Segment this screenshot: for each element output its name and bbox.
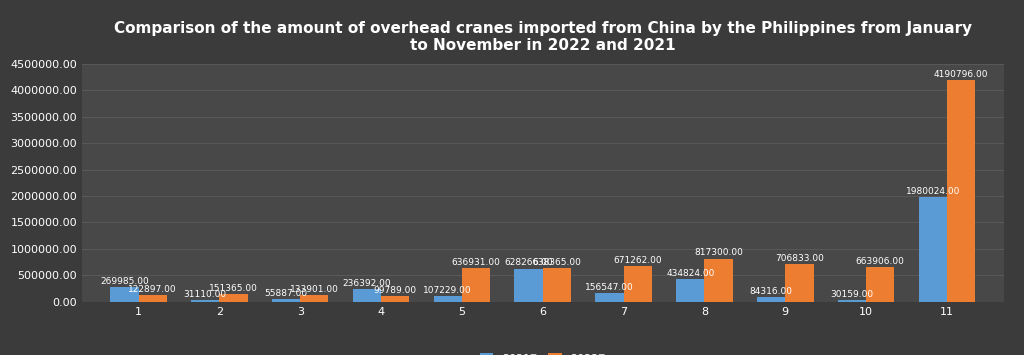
- Text: 671262.00: 671262.00: [613, 256, 663, 265]
- Bar: [543, 268, 571, 302]
- Bar: [219, 294, 248, 302]
- Bar: [272, 299, 300, 302]
- Text: 156547.00: 156547.00: [585, 283, 634, 293]
- Bar: [595, 294, 624, 302]
- Text: 107229.00: 107229.00: [423, 286, 472, 295]
- Text: 817300.00: 817300.00: [694, 248, 743, 257]
- Text: 30159.00: 30159.00: [830, 290, 873, 299]
- Text: 31110.00: 31110.00: [183, 290, 226, 299]
- Text: 151365.00: 151365.00: [209, 284, 258, 293]
- Bar: [381, 296, 410, 302]
- Bar: [866, 267, 894, 302]
- Text: 628266.00: 628266.00: [504, 258, 553, 267]
- Legend: 2021年, 2022年: 2021年, 2022年: [475, 348, 610, 355]
- Text: 236392.00: 236392.00: [343, 279, 391, 288]
- Text: 84316.00: 84316.00: [750, 287, 793, 296]
- Bar: [462, 268, 490, 302]
- Text: 1980024.00: 1980024.00: [905, 187, 959, 196]
- Text: 269985.00: 269985.00: [100, 277, 148, 286]
- Text: 638365.00: 638365.00: [532, 258, 582, 267]
- Bar: [838, 300, 866, 302]
- Text: 663906.00: 663906.00: [856, 257, 904, 266]
- Bar: [947, 80, 975, 302]
- Bar: [138, 295, 167, 302]
- Text: 99789.00: 99789.00: [374, 286, 417, 295]
- Bar: [111, 288, 138, 302]
- Bar: [919, 197, 947, 302]
- Text: 133901.00: 133901.00: [290, 285, 339, 294]
- Bar: [624, 266, 652, 302]
- Bar: [757, 297, 785, 302]
- Text: 706833.00: 706833.00: [775, 254, 824, 263]
- Bar: [300, 295, 329, 302]
- Text: 636931.00: 636931.00: [452, 258, 501, 267]
- Bar: [676, 279, 705, 302]
- Bar: [433, 296, 462, 302]
- Title: Comparison of the amount of overhead cranes imported from China by the Philippin: Comparison of the amount of overhead cra…: [114, 21, 972, 53]
- Text: 122897.00: 122897.00: [128, 285, 177, 294]
- Text: 55887.00: 55887.00: [264, 289, 307, 298]
- Bar: [785, 264, 813, 302]
- Bar: [705, 258, 733, 302]
- Bar: [191, 300, 219, 302]
- Bar: [514, 268, 543, 302]
- Text: 4190796.00: 4190796.00: [934, 70, 988, 79]
- Text: 434824.00: 434824.00: [666, 269, 715, 278]
- Bar: [352, 289, 381, 302]
